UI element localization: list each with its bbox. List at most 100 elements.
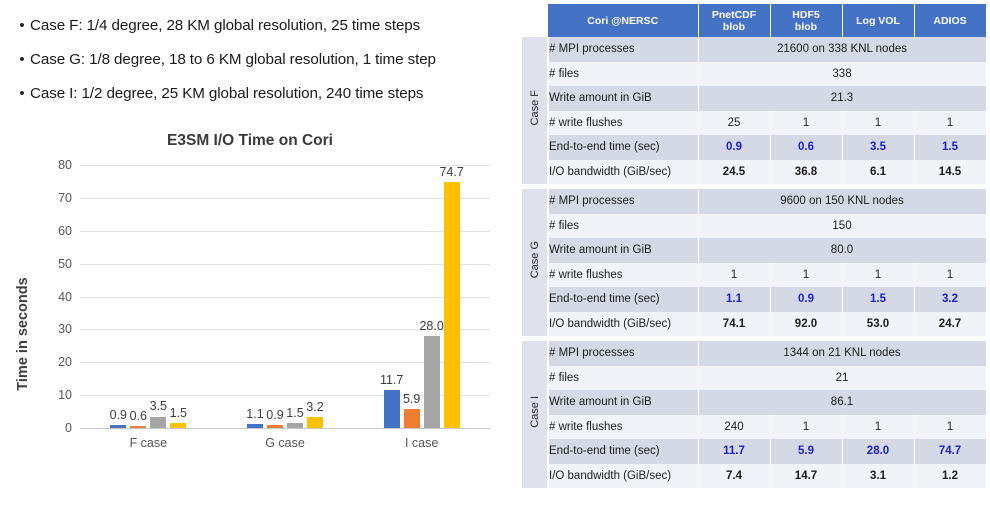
x-category-label: F case	[129, 436, 168, 450]
row-value: 25	[698, 110, 771, 135]
gridline	[80, 362, 490, 364]
table-row: # files 21	[522, 365, 987, 390]
table-row: # write flushes 25 1 1 1	[522, 110, 987, 135]
y-tick-label: 50	[58, 256, 72, 271]
row-value: 1	[770, 110, 843, 135]
bar-value-label: 1.1	[246, 407, 264, 422]
x-category-label: G case	[265, 436, 305, 450]
row-value: 1	[914, 110, 987, 135]
bar-value-label: 0.9	[109, 408, 128, 423]
table-header-col: PnetCDF blob	[698, 4, 771, 37]
table-row: # write flushes 240 1 1 1	[522, 414, 987, 439]
gridline	[80, 263, 490, 265]
table-row: Write amount in GiB 80.0	[522, 238, 987, 263]
table-row: # write flushes 1 1 1 1	[522, 262, 987, 287]
x-axis-line	[80, 428, 490, 429]
gridline	[80, 197, 490, 199]
case-label-cell: Case I	[522, 341, 549, 488]
y-tick-label: 20	[58, 355, 72, 370]
bar	[170, 423, 187, 428]
plot-area: 0.9 0.6 3.5 1.5 F case 1.1 0.9 1.5 3.2 G case 11.7…	[80, 165, 490, 450]
bullet-item: • Case I: 1/2 degree, 25 KM global resolu…	[14, 84, 514, 104]
row-label: Write amount in GiB	[548, 86, 699, 111]
bar-value-label: 0.9	[266, 408, 284, 423]
row-label: End-to-end time (sec)	[548, 287, 699, 312]
gridline	[80, 165, 490, 166]
section-gap-cell	[522, 336, 986, 341]
table-row: Case I # MPI processes 1344 on 21 KNL node…	[522, 341, 987, 488]
y-tick-label: 30	[58, 322, 72, 337]
table-row: Case F # MPI processes 21600 on 338 KNL no…	[522, 37, 987, 184]
table-row: End-to-end time (sec) 0.9 0.6 3.5 1.5	[522, 135, 987, 160]
table-header-col: ADIOS	[914, 4, 987, 37]
row-value: 14.5	[914, 159, 987, 184]
row-label: Write amount in GiB	[548, 238, 699, 263]
row-value: 7.4	[698, 463, 771, 488]
row-value: 3.2	[914, 287, 987, 312]
bar	[287, 423, 303, 428]
row-value: 24.5	[698, 159, 771, 184]
bar	[443, 182, 460, 428]
row-label: I/O bandwidth (GiB/sec)	[548, 463, 699, 488]
row-value: 0.9	[770, 287, 843, 312]
table-row: # files 338	[522, 61, 987, 86]
row-label: # files	[548, 61, 699, 86]
y-tick-label: 70	[58, 190, 72, 205]
row-value: 11.7	[698, 439, 771, 464]
row-span-value: 21.3	[698, 86, 987, 111]
results-table-pane: Cori @NERSC PnetCDF blob HDF5 blob Log VOL ADI…	[522, 4, 987, 526]
row-value: 1.5	[914, 135, 987, 160]
row-value: 1	[698, 262, 771, 287]
row-value: 1	[842, 414, 915, 439]
y-axis-tick-labels: 0 10 20 30 40 50 60 70 80	[0, 158, 80, 435]
bar	[267, 425, 283, 428]
row-value: 92.0	[770, 311, 843, 336]
row-label: # write flushes	[548, 262, 699, 287]
row-value: 3.5	[842, 135, 915, 160]
table-header-main: Cori @NERSC	[548, 4, 699, 37]
table-header: Cori @NERSC PnetCDF blob HDF5 blob Log VOL ADI…	[522, 4, 987, 37]
y-tick-label: 40	[58, 289, 72, 304]
row-value: 24.7	[914, 311, 987, 336]
bar	[423, 335, 440, 428]
table-header-col: Log VOL	[842, 4, 915, 37]
bar-value-label: 3.2	[306, 400, 324, 415]
row-label: I/O bandwidth (GiB/sec)	[548, 311, 699, 336]
row-label: Write amount in GiB	[548, 390, 699, 415]
row-label: # files	[548, 213, 699, 238]
bar	[110, 425, 127, 428]
row-value: 14.7	[770, 463, 843, 488]
row-value: 28.0	[842, 439, 915, 464]
bullet-item: • Case G: 1/8 degree, 18 to 6 KM global r…	[14, 50, 514, 70]
y-tick-label: 10	[58, 388, 72, 403]
table-row: Write amount in GiB 21.3	[522, 86, 987, 111]
row-value: 3.1	[842, 463, 915, 488]
section-gap	[522, 336, 986, 341]
row-value: 53.0	[842, 311, 915, 336]
bar-value-label: 1.5	[169, 406, 188, 421]
table-row: I/O bandwidth (GiB/sec) 24.5 36.8 6.1 14.5	[522, 159, 987, 184]
row-value: 1	[842, 110, 915, 135]
bullet-text: Case I: 1/2 degree, 25 KM global resolut…	[30, 85, 424, 102]
table-row: I/O bandwidth (GiB/sec) 74.1 92.0 53.0 24.7	[522, 311, 987, 336]
bullet-item: • Case F: 1/4 degree, 28 KM global resolu…	[14, 16, 514, 36]
row-value: 74.1	[698, 311, 771, 336]
case-label: Case F	[528, 90, 541, 126]
gridline	[80, 329, 490, 331]
bullet-dot-icon: •	[19, 85, 25, 102]
row-label: # files	[548, 365, 699, 390]
table-row: # files 150	[522, 213, 987, 238]
row-span-value: 1344 on 21 KNL nodes	[698, 341, 987, 366]
bar	[403, 408, 420, 428]
row-span-value: 338	[698, 61, 987, 86]
x-category-label: I case	[404, 436, 439, 450]
row-label: # MPI processes	[548, 189, 699, 214]
chart-title: E3SM I/O Time on Cori	[167, 132, 333, 149]
section-gap-cell	[522, 184, 986, 189]
bar	[130, 426, 147, 428]
row-value: 1	[770, 414, 843, 439]
row-label: End-to-end time (sec)	[548, 439, 699, 464]
row-label: End-to-end time (sec)	[548, 135, 699, 160]
